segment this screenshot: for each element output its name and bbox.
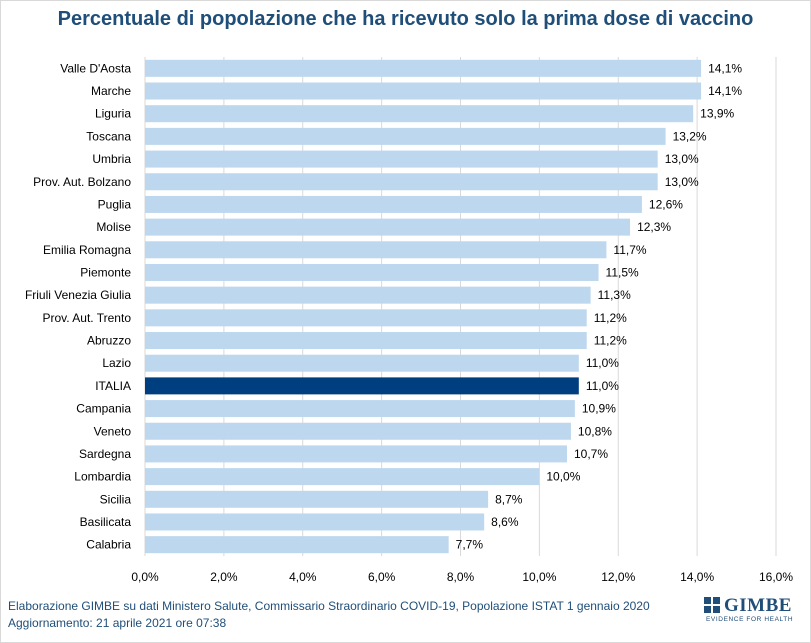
logo-grid-icon	[704, 597, 720, 613]
category-label: Veneto	[94, 424, 132, 438]
category-label: Marche	[91, 84, 131, 98]
x-tick-label: 4,0%	[289, 570, 317, 584]
value-label: 11,7%	[613, 243, 646, 257]
value-label: 10,9%	[582, 402, 616, 416]
category-label: Puglia	[98, 197, 132, 211]
bar	[145, 60, 701, 77]
bar	[145, 332, 587, 349]
category-label: Basilicata	[80, 515, 132, 529]
category-label: Friuli Venezia Giulia	[25, 288, 131, 302]
logo-tagline: EVIDENCE FOR HEALTH	[706, 616, 793, 623]
value-label: 11,0%	[586, 379, 619, 393]
value-label: 14,1%	[708, 61, 742, 75]
bar-highlight	[145, 377, 579, 394]
bar	[145, 105, 693, 122]
value-label: 12,3%	[637, 220, 671, 234]
bar	[145, 468, 539, 485]
update-note: Aggiornamento: 21 aprile 2021 ore 07:38	[8, 616, 226, 630]
bar	[145, 513, 484, 530]
bar	[145, 491, 488, 508]
category-label: Liguria	[95, 107, 131, 121]
value-label: 10,7%	[574, 447, 608, 461]
category-label: Emilia Romagna	[43, 243, 131, 257]
bar	[145, 287, 591, 304]
x-tick-label: 6,0%	[368, 570, 396, 584]
bar-chart: 0,0% 2,0% 4,0% 6,0% 8,0% 10,0% 12,0% 14,0% 16,0%…	[0, 0, 811, 643]
x-tick-label: 2,0%	[210, 570, 238, 584]
bar	[145, 128, 666, 145]
value-label: 14,1%	[708, 84, 742, 98]
value-label: 13,0%	[665, 152, 699, 166]
bar	[145, 83, 701, 100]
gimbe-logo: GIMBE EVIDENCE FOR HEALTH	[704, 595, 804, 627]
bar	[145, 196, 642, 213]
category-label: Calabria	[86, 538, 131, 552]
value-label: 11,2%	[594, 334, 627, 348]
category-label: Valle D'Aosta	[60, 61, 131, 75]
value-label: 13,9%	[700, 107, 734, 121]
category-label: Sicilia	[100, 492, 132, 506]
category-label: ITALIA	[95, 379, 131, 393]
value-label: 10,0%	[546, 470, 580, 484]
logo-name: GIMBE	[724, 595, 792, 617]
value-label: 11,2%	[594, 311, 627, 325]
category-label: Campania	[76, 402, 131, 416]
bar	[145, 151, 658, 168]
source-note: Elaborazione GIMBE su dati Ministero Sal…	[8, 599, 650, 613]
bar	[145, 355, 579, 372]
value-label: 11,0%	[586, 356, 619, 370]
x-tick-label: 8,0%	[447, 570, 475, 584]
category-label: Lombardia	[74, 470, 131, 484]
value-label: 11,3%	[598, 288, 631, 302]
x-tick-label: 14,0%	[680, 570, 714, 584]
bar	[145, 536, 449, 553]
category-label: Sardegna	[79, 447, 131, 461]
value-label: 7,7%	[456, 538, 484, 552]
bar	[145, 173, 658, 190]
bar	[145, 264, 599, 281]
category-label: Piemonte	[80, 265, 131, 279]
bar	[145, 400, 575, 417]
category-label: Toscana	[86, 129, 131, 143]
x-tick-label: 12,0%	[601, 570, 635, 584]
value-label: 11,5%	[606, 265, 639, 279]
x-tick-label: 10,0%	[522, 570, 556, 584]
category-label: Abruzzo	[87, 334, 131, 348]
bar	[145, 309, 587, 326]
bar	[145, 445, 567, 462]
value-label: 8,7%	[495, 492, 523, 506]
bar	[145, 219, 630, 236]
bar	[145, 423, 571, 440]
value-label: 13,2%	[673, 129, 707, 143]
bar	[145, 241, 606, 258]
category-label: Prov. Aut. Trento	[43, 311, 132, 325]
category-label: Molise	[96, 220, 131, 234]
category-label: Prov. Aut. Bolzano	[33, 175, 131, 189]
value-label: 10,8%	[578, 424, 612, 438]
x-tick-label: 16,0%	[759, 570, 793, 584]
value-label: 13,0%	[665, 175, 699, 189]
value-label: 8,6%	[491, 515, 519, 529]
x-tick-label: 0,0%	[131, 570, 159, 584]
category-label: Umbria	[92, 152, 131, 166]
value-label: 12,6%	[649, 197, 683, 211]
category-label: Lazio	[102, 356, 131, 370]
